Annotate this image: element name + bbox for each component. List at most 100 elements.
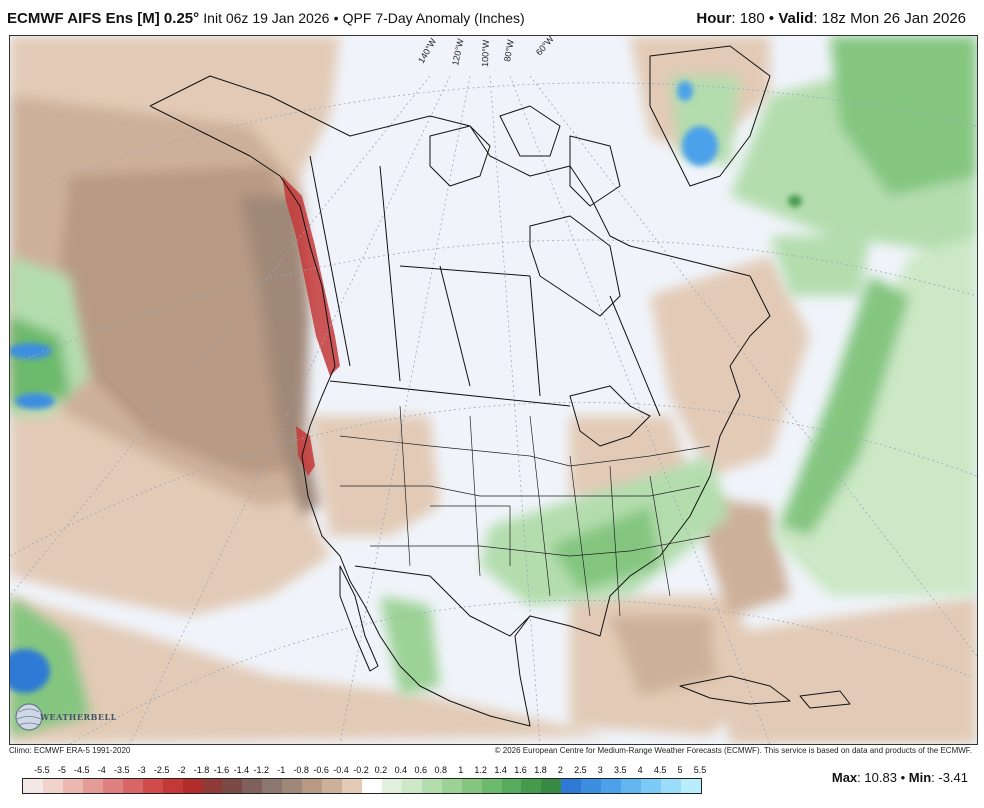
max-label: Max bbox=[831, 770, 858, 785]
coastal-extreme-strip bbox=[282, 176, 340, 476]
colorbar-label: 1.8 bbox=[534, 765, 547, 775]
colorbar-label: 0.2 bbox=[374, 765, 388, 775]
logo-text: WEATHERBELL bbox=[40, 712, 117, 722]
maxmin-bullet: • bbox=[900, 770, 906, 785]
heavy-wet-cores bbox=[10, 81, 802, 693]
map-canvas: 140°W 120°W 100°W 80°W 60°W bbox=[10, 36, 977, 744]
colorbar-label: 4 bbox=[637, 765, 643, 775]
colorbar-swatch bbox=[441, 779, 462, 793]
forecast-map: 140°W 120°W 100°W 80°W 60°W bbox=[9, 35, 978, 745]
colorbar-label: 1.2 bbox=[474, 765, 487, 775]
model-name: ECMWF AIFS Ens [M] 0.25 bbox=[7, 10, 194, 27]
colorbar-swatch bbox=[661, 779, 681, 793]
climo-credit: Climo: ECMWF ERA-5 1991-2020 bbox=[9, 746, 131, 755]
colorbar-swatch bbox=[282, 779, 303, 793]
colorbar-label: 0.4 bbox=[394, 765, 408, 775]
valid-value: : 18z Mon 26 Jan 2026 bbox=[813, 10, 966, 27]
colorbar-swatch bbox=[142, 779, 163, 793]
colorbar-label: -2 bbox=[177, 765, 186, 775]
colorbar-label: -1.6 bbox=[213, 765, 230, 775]
globe-icon bbox=[15, 703, 43, 731]
colorbar-label: -1.2 bbox=[253, 765, 270, 775]
colorbar-swatch bbox=[202, 779, 223, 793]
colorbar-swatch bbox=[342, 779, 362, 793]
colorbar-label: 5 bbox=[677, 765, 683, 775]
hour-value: : 180 bbox=[731, 10, 765, 27]
colorbar-label: -1.8 bbox=[193, 765, 210, 775]
colorbar-label: -0.2 bbox=[353, 765, 369, 775]
colorbar-label: 2.5 bbox=[574, 765, 587, 775]
colorbar-swatch bbox=[82, 779, 103, 793]
colorbar-label: 1.4 bbox=[494, 765, 507, 775]
coastlines-borders bbox=[149, 45, 851, 727]
colorbar-swatch bbox=[62, 779, 83, 793]
colorbar-swatch bbox=[381, 779, 402, 793]
title-bullet-right: • bbox=[768, 10, 775, 27]
colorbar-label: 3 bbox=[597, 765, 603, 775]
colorbar-label: 2 bbox=[557, 765, 563, 775]
colorbar-swatch bbox=[501, 779, 522, 793]
graticule-lines bbox=[10, 75, 977, 744]
degree-symbol: ° bbox=[193, 10, 200, 27]
colorbar-swatch bbox=[621, 779, 642, 793]
colorbar-swatch bbox=[102, 779, 123, 793]
colorbar-swatch bbox=[421, 779, 442, 793]
colorbar-label: -0.8 bbox=[293, 765, 309, 775]
max-value: : 10.83 bbox=[857, 770, 897, 785]
colorbar-swatch bbox=[680, 779, 701, 793]
colorbar-swatch bbox=[561, 779, 582, 793]
colorbar-swatch bbox=[122, 779, 143, 793]
state-borders bbox=[339, 405, 711, 617]
colorbar-swatch bbox=[182, 779, 203, 793]
colorbar-swatch bbox=[162, 779, 183, 793]
map-title: ECMWF AIFS Ens [M] 0.25° Init 06z 19 Jan… bbox=[7, 10, 525, 27]
colorbar-label: -0.6 bbox=[313, 765, 329, 775]
colorbar-label: 1 bbox=[458, 765, 464, 775]
colorbar-label: -1 bbox=[277, 765, 286, 775]
colorbar-swatch bbox=[23, 779, 43, 793]
colorbar-swatch bbox=[322, 779, 342, 793]
colorbar-swatch bbox=[361, 779, 382, 793]
colorbar-label: -3 bbox=[137, 765, 146, 775]
copyright-credit: © 2026 European Centre for Medium-Range … bbox=[494, 746, 972, 755]
title-bullet: • bbox=[333, 10, 339, 26]
colorbar-label: -1.4 bbox=[233, 765, 250, 775]
colorbar-swatch bbox=[242, 779, 263, 793]
colorbar-swatch bbox=[401, 779, 422, 793]
colorbar-swatch bbox=[521, 779, 542, 793]
colorbar-swatch bbox=[262, 779, 283, 793]
colorbar-label: 0.6 bbox=[414, 765, 428, 775]
colorbar-swatch bbox=[481, 779, 502, 793]
weatherbell-logo: WEATHERBELL bbox=[14, 700, 116, 734]
min-label: Min bbox=[908, 770, 932, 785]
colorbar-swatch bbox=[42, 779, 63, 793]
colorbar-label: -3.5 bbox=[113, 765, 130, 775]
colorbar-swatch bbox=[461, 779, 482, 793]
min-value: : -3.41 bbox=[931, 770, 968, 785]
colorbar-label: -0.4 bbox=[333, 765, 349, 775]
product-name: QPF 7-Day Anomaly (Inches) bbox=[342, 10, 525, 26]
colorbar bbox=[22, 778, 702, 794]
hour-label: Hour bbox=[696, 10, 732, 27]
colorbar-swatch bbox=[601, 779, 622, 793]
colorbar-swatch bbox=[541, 779, 562, 793]
colorbar-swatch bbox=[641, 779, 661, 793]
colorbar-label: 3.5 bbox=[613, 765, 627, 775]
colorbar-label: 1.6 bbox=[514, 765, 527, 775]
colorbar-label: -4 bbox=[97, 765, 106, 775]
colorbar-label: 5.5 bbox=[693, 765, 707, 775]
valid-label: Valid bbox=[778, 10, 814, 27]
colorbar-swatch bbox=[302, 779, 323, 793]
colorbar-label: 4.5 bbox=[653, 765, 667, 775]
max-min-readout: Max: 10.83 • Min: -3.41 bbox=[832, 770, 968, 785]
colorbar-label: -2.5 bbox=[153, 765, 170, 775]
colorbar-label: -4.5 bbox=[74, 765, 90, 775]
init-time: Init 06z 19 Jan 2026 bbox=[203, 10, 330, 26]
colorbar-label: -5.5 bbox=[34, 765, 50, 775]
lon-label-80w: 80°W bbox=[502, 38, 516, 62]
colorbar-swatch bbox=[581, 779, 602, 793]
valid-time: Hour: 180 • Valid: 18z Mon 26 Jan 2026 bbox=[696, 10, 966, 27]
colorbar-label: -5 bbox=[57, 765, 66, 775]
colorbar-swatch bbox=[222, 779, 243, 793]
colorbar-label: 0.8 bbox=[434, 765, 448, 775]
